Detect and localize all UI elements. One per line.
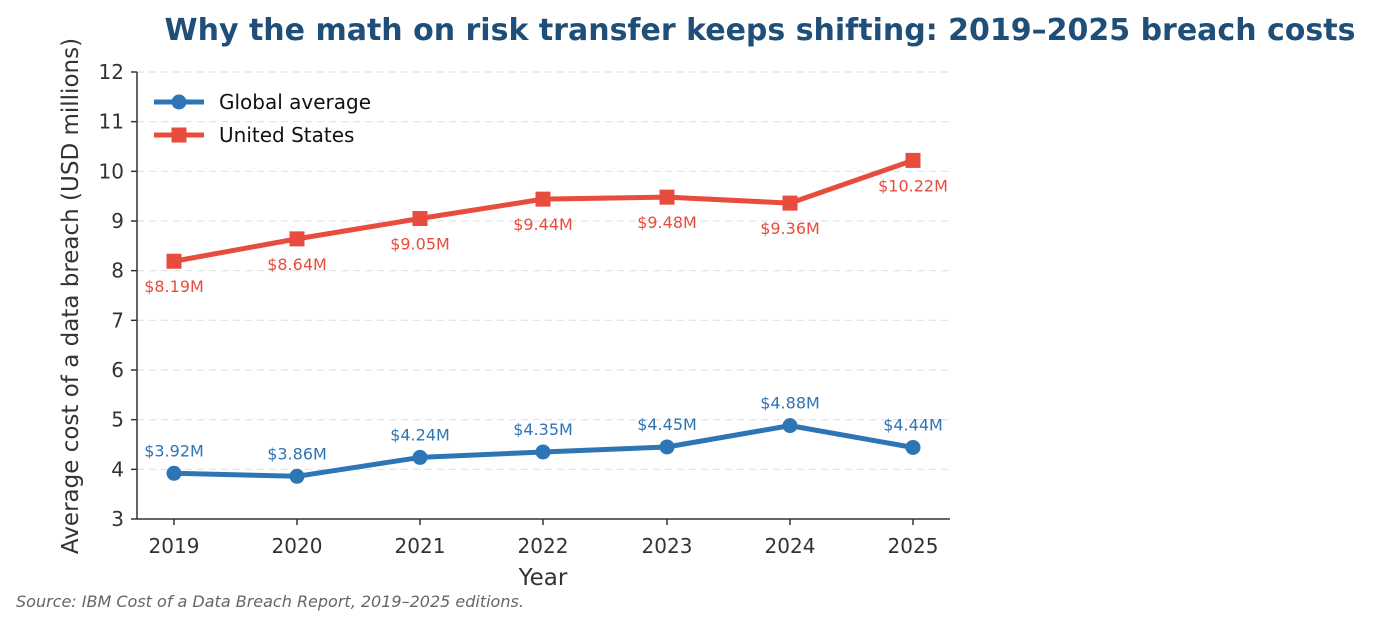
legend-item-united-states: United States <box>154 123 354 147</box>
y-tick-label: 8 <box>111 259 124 283</box>
x-tick-label: 2025 <box>888 534 939 558</box>
data-label-united-states: $9.44M <box>513 215 573 234</box>
y-tick-label: 5 <box>111 408 124 432</box>
x-tick-label: 2023 <box>642 534 693 558</box>
data-point-united-states <box>905 152 921 168</box>
data-point-united-states <box>289 231 305 247</box>
data-label-global-average: $4.44M <box>883 415 943 434</box>
data-point-global-average <box>289 468 305 484</box>
legend-item-global-average: Global average <box>154 90 371 114</box>
data-label-united-states: $8.64M <box>267 255 327 274</box>
series-united-states: $8.19M $8.64M $9.05M $9.44M $9.48M $9.36M $10.… <box>144 152 948 296</box>
data-label-global-average: $4.35M <box>513 420 573 439</box>
series-global-average: $3.92M $3.86M $4.24M $4.35M $4.45M $4.88M $4.4… <box>144 394 943 484</box>
x-tick-label: 2020 <box>272 534 323 558</box>
y-tick-label: 6 <box>111 358 124 382</box>
y-tick-label: 9 <box>111 209 124 233</box>
legend-label: United States <box>219 123 354 147</box>
y-tick-label: 10 <box>99 159 124 183</box>
y-axis-label: Average cost of a data breach (USD milli… <box>58 38 84 554</box>
x-tick-label: 2024 <box>765 534 816 558</box>
data-point-united-states <box>659 189 675 205</box>
source-note: Source: IBM Cost of a Data Breach Report… <box>16 592 524 611</box>
y-tick-label: 11 <box>99 110 124 134</box>
legend: Global average United States <box>154 90 371 147</box>
data-point-united-states <box>412 211 428 227</box>
series-layer: $3.92M $3.86M $4.24M $4.35M $4.45M $4.88M $4.4… <box>144 152 948 484</box>
data-label-united-states: $9.48M <box>637 213 697 232</box>
data-point-united-states <box>535 191 551 207</box>
data-point-global-average <box>905 439 921 455</box>
data-label-global-average: $4.45M <box>637 415 697 434</box>
axes: 3 4 5 6 7 8 9 10 11 12 2019 2020 2021 2022 2023 2024 202… <box>99 60 950 558</box>
x-tick-label: 2022 <box>518 534 569 558</box>
data-point-united-states <box>782 195 798 211</box>
data-label-united-states: $10.22M <box>878 176 948 195</box>
y-tick-label: 12 <box>99 60 124 84</box>
x-tick-label: 2019 <box>149 534 200 558</box>
series-line-united-states <box>171 157 916 264</box>
data-label-united-states: $9.05M <box>390 235 450 254</box>
data-label-global-average: $3.86M <box>267 444 327 463</box>
data-label-global-average: $4.88M <box>760 394 820 413</box>
legend-marker <box>171 94 187 110</box>
y-tick-label: 7 <box>111 308 124 332</box>
data-label-global-average: $3.92M <box>144 441 204 460</box>
y-tick-label: 3 <box>111 507 124 531</box>
data-point-global-average <box>659 439 675 455</box>
x-axis-label: Year <box>518 565 568 591</box>
y-tick-label: 4 <box>111 457 124 481</box>
x-tick-label: 2021 <box>395 534 446 558</box>
data-point-global-average <box>535 444 551 460</box>
data-label-global-average: $4.24M <box>390 425 450 444</box>
gridlines <box>137 71 950 470</box>
data-point-united-states <box>166 253 182 269</box>
legend-label: Global average <box>219 90 371 114</box>
chart-title: Why the math on risk transfer keeps shif… <box>165 13 1356 48</box>
data-point-global-average <box>166 465 182 481</box>
data-point-global-average <box>782 418 798 434</box>
legend-marker <box>171 127 187 143</box>
data-label-united-states: $8.19M <box>144 277 204 296</box>
data-label-united-states: $9.36M <box>760 219 820 238</box>
data-point-global-average <box>412 449 428 465</box>
